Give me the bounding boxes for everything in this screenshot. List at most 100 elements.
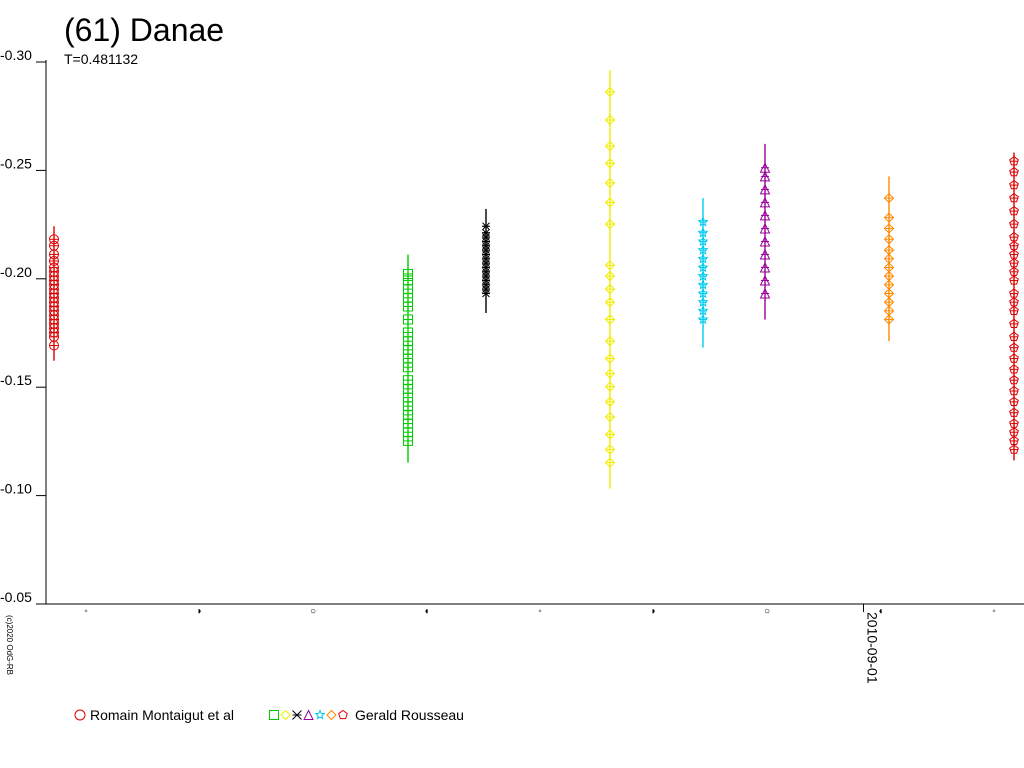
series-group [759,143,771,320]
data-point [1009,353,1019,363]
series-group [403,254,413,463]
data-point [1009,396,1019,406]
legend-marker-square [269,710,279,720]
legend-marker-triangle [303,709,314,720]
data-point [604,140,616,152]
data-point [403,314,413,325]
legend-marker-circle [74,709,86,721]
data-point [604,218,616,230]
legend-marker-star [314,709,326,720]
data-point [697,216,709,227]
legend-marker-pentagon [338,709,348,720]
data-point [49,249,59,260]
data-point [1009,179,1019,190]
copyright-text: (c)2020 OdG-RB [5,615,14,675]
data-point [883,234,895,245]
moon-phase-icon: ◦ [538,606,542,617]
data-point [49,255,59,266]
legend-marker-diamond [326,709,337,721]
data-point [604,197,616,208]
y-tick-label: -0.30 [0,47,32,63]
data-point [1009,218,1019,229]
series-group [49,226,59,361]
series-group [883,176,895,342]
data-point [883,212,895,223]
data-point [697,287,709,299]
data-point [403,268,413,279]
data-point [1009,166,1019,177]
data-series [49,70,1019,489]
chart-subtitle: T=0.481132 [64,51,138,67]
data-point [1009,407,1019,417]
moon-phase-icon: ○ [764,606,770,617]
moon-phase-markers: ◦ ◗ ○ ◖ ◦ ◗ ○ ◖ ◦ [84,606,996,617]
data-point [604,457,616,468]
data-point [1009,375,1019,385]
data-point [604,444,616,455]
data-point [1009,205,1019,216]
data-point [604,296,616,308]
legend-label-last-series: Gerald Rousseau [355,707,464,723]
data-point [697,270,709,281]
moon-phase-icon: ○ [310,606,316,617]
series-group [1009,152,1019,461]
data-point [604,381,616,392]
data-point [604,86,616,98]
data-point [1009,342,1019,352]
data-point [1009,364,1019,374]
legend: Romain Montaigut et al Gerald Rousseau [74,707,464,723]
legend-series-markers [269,709,348,721]
data-point [697,278,709,290]
data-point [883,192,895,204]
data-point [604,353,616,364]
data-point [1009,156,1019,166]
data-point [697,304,709,316]
data-point [1009,192,1019,203]
series-group [482,208,490,313]
legend-marker-first-series [74,709,86,721]
data-point [49,340,59,351]
x-tick-label: 2010-09-01 [865,612,881,684]
data-point [604,396,616,408]
data-point [883,223,895,234]
data-point [604,260,616,271]
data-point [697,313,709,325]
moon-phase-icon: ◗ [196,606,202,617]
series-group [697,198,709,348]
data-point [1009,275,1019,285]
y-tick-label: -0.25 [0,155,32,171]
data-point [697,252,709,264]
legend-marker-cross [292,710,302,720]
y-tick-label: -0.05 [0,589,32,605]
y-tick-label: -0.20 [0,264,32,280]
data-point [604,335,616,347]
data-point [697,261,709,273]
data-point [604,368,616,379]
data-point [604,429,616,440]
data-point [49,234,59,245]
data-point [403,301,413,312]
y-tick-label: -0.10 [0,481,32,497]
data-point [697,235,709,247]
chart-title: (61) Danae [64,12,224,48]
data-point [1009,385,1019,396]
data-point [604,283,616,295]
data-point [604,270,616,282]
moon-phase-icon: ◦ [84,606,88,617]
moon-phase-icon: ◖ [877,606,883,617]
legend-marker-diamond [280,709,291,721]
y-axis-ticks: -0.30 -0.25 -0.20 -0.15 -0.10 -0.05 [0,47,46,605]
data-point [604,114,616,126]
data-point [1009,444,1019,454]
data-point [604,411,616,423]
data-point [697,227,709,238]
data-point [604,158,616,169]
data-point [403,435,413,446]
data-point [403,362,413,373]
data-point [604,314,616,325]
y-tick-label: -0.15 [0,372,32,388]
data-point [1009,318,1019,328]
x-axis-ticks: 2010-09-012010-10-01 [863,604,881,684]
